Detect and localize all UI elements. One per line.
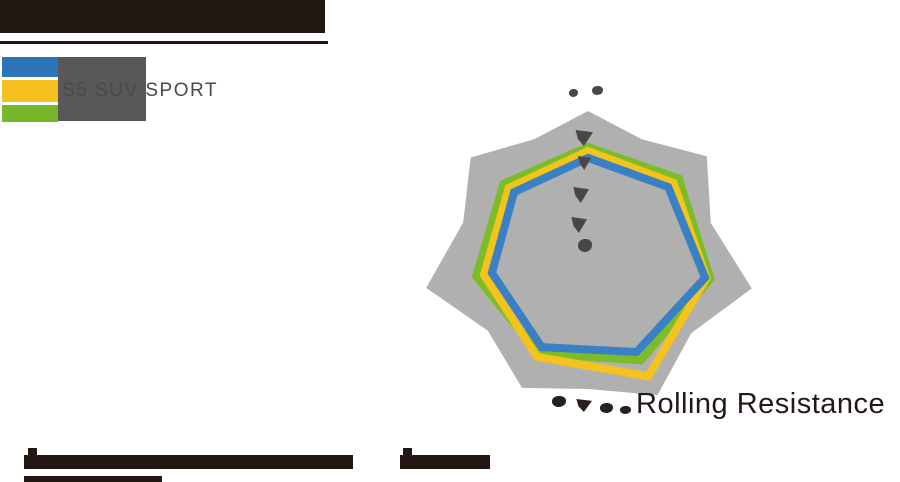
footer-bar-2 bbox=[24, 476, 162, 482]
legend-swatch-green bbox=[2, 105, 58, 122]
radar-chart bbox=[426, 111, 752, 396]
legend-label: S5 SUV SPORT bbox=[62, 80, 218, 101]
footer-bar-0 bbox=[24, 455, 353, 469]
axis-tick-glyph-6 bbox=[578, 239, 592, 252]
radar-series-ring-2 bbox=[471, 142, 715, 365]
axis-tick-glyph-0 bbox=[569, 89, 578, 97]
axis-tick-glyph-1 bbox=[592, 86, 603, 95]
axis-label-rolling-resistance: Rolling Resistance bbox=[636, 388, 886, 420]
bottom-axis-glyph-3 bbox=[620, 406, 631, 414]
legend-swatch-yellow bbox=[2, 80, 58, 102]
title-underline bbox=[0, 41, 328, 44]
radar-series-ring-0 bbox=[487, 153, 710, 357]
title-bar bbox=[0, 0, 325, 33]
bottom-axis-glyph-2 bbox=[600, 403, 613, 413]
footer-bar-notch-1 bbox=[403, 448, 412, 455]
bottom-axis-glyph-0 bbox=[552, 396, 566, 407]
legend-background-box bbox=[58, 57, 146, 121]
footer-bar-notch-0 bbox=[28, 448, 37, 455]
footer-bar-1 bbox=[400, 455, 490, 469]
legend-swatch-blue bbox=[2, 57, 58, 77]
radar-series-ring-1 bbox=[479, 146, 711, 381]
